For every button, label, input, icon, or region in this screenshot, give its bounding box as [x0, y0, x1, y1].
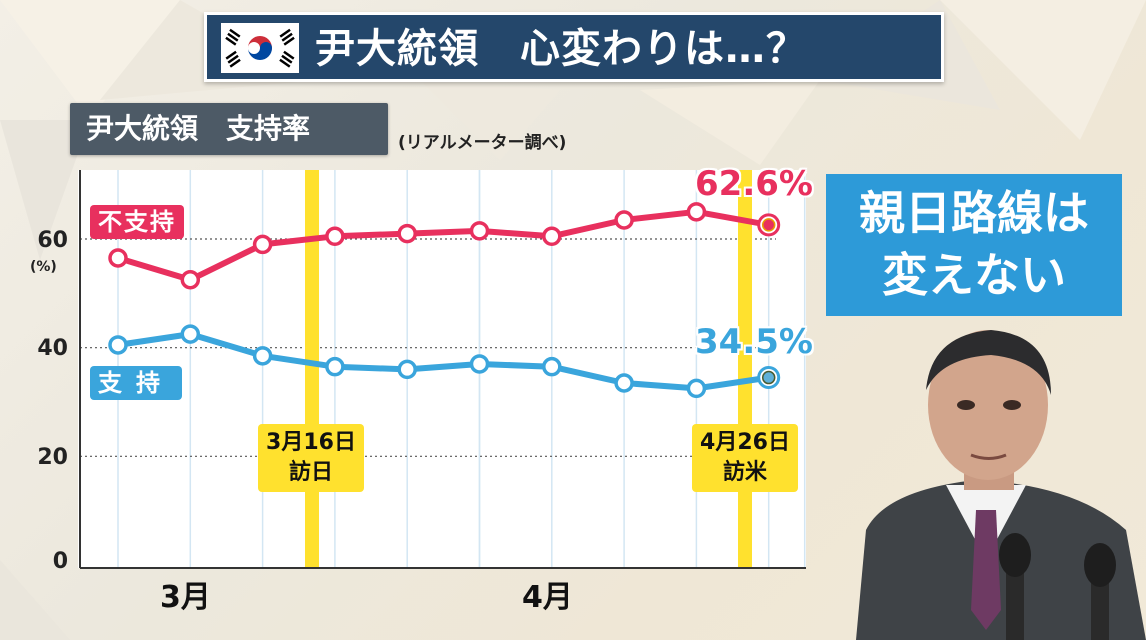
- series-line-approve: [117, 331, 770, 392]
- data-point: [614, 373, 634, 393]
- chart-subtitle: 尹大統領 支持率: [86, 112, 311, 145]
- data-point: [325, 226, 345, 247]
- x-month-label: 4月: [522, 580, 573, 615]
- page-title: 尹大統領 心変わりは…？: [315, 26, 807, 72]
- x-month-label: 3月: [160, 580, 211, 615]
- event-label-visit-us: 4月26日 訪米: [692, 424, 798, 492]
- data-point: [108, 248, 128, 268]
- data-point: [397, 223, 417, 244]
- data-point: [180, 324, 201, 344]
- data-point: [325, 356, 345, 377]
- data-point: [542, 226, 562, 247]
- event-marker-bar: [738, 170, 752, 568]
- title-banner: 尹大統領 心変わりは…？: [204, 12, 944, 82]
- approve-series-label: 支持: [90, 366, 182, 400]
- event-marker-bar: [305, 170, 319, 568]
- data-point-highlight: [761, 370, 776, 385]
- event-name: 訪米: [722, 460, 767, 485]
- data-point: [686, 202, 707, 222]
- y-tick-label: 40: [37, 336, 68, 361]
- chart-subtitle-box: 尹大統領 支持率: [70, 103, 388, 155]
- speaker-photo: [856, 330, 1146, 640]
- data-point: [469, 354, 490, 374]
- south-korea-flag-icon: [221, 23, 299, 73]
- disapprove-end-value: 62.6%: [695, 164, 813, 204]
- series-line-disapprove: [117, 208, 770, 283]
- data-point: [614, 210, 634, 230]
- callout-box: 親日路線は 変えない: [826, 174, 1122, 316]
- event-name: 訪日: [288, 460, 333, 485]
- callout-line: 変えない: [882, 248, 1066, 302]
- y-tick-label: 20: [37, 445, 68, 470]
- y-unit-label: (%): [30, 259, 57, 275]
- data-point: [180, 270, 201, 290]
- event-date: 3月16日: [266, 430, 356, 455]
- event-label-visit-japan: 3月16日 訪日: [258, 424, 364, 492]
- data-point-highlight: [761, 218, 776, 232]
- data-point: [252, 346, 273, 366]
- event-date: 4月26日: [700, 430, 790, 455]
- y-tick-label: 60: [37, 228, 68, 253]
- data-point: [542, 356, 562, 377]
- data-point: [397, 359, 417, 380]
- data-point: [469, 221, 490, 241]
- data-point: [252, 234, 273, 255]
- disapprove-series-label: 不支持: [90, 205, 184, 239]
- approve-end-value: 34.5%: [695, 322, 813, 362]
- source-note: (リアルメーター調べ): [398, 133, 567, 153]
- callout-line: 親日路線は: [859, 186, 1089, 240]
- data-point: [108, 335, 128, 355]
- data-point: [686, 378, 707, 399]
- y-tick-label: 0: [52, 549, 68, 574]
